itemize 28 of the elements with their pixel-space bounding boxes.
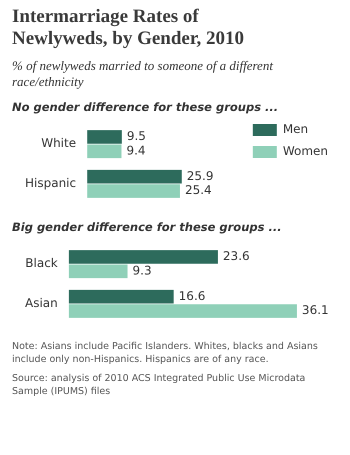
bar <box>68 250 218 264</box>
text: Big gender difference for these groups ... <box>12 220 283 234</box>
y-tick-label: White <box>41 136 76 150</box>
data-label: 9.4 <box>126 143 146 158</box>
data-label: 25.9 <box>186 168 214 183</box>
chart-subtitle: % of newlyweds married to someone of a different race/ethnicity <box>12 58 274 90</box>
text: Note: Asians include Pacific Islanders. Whites, blacks and Asians include only non-Hispanics. Hispanics are of any race. <box>12 340 319 366</box>
bar <box>87 130 122 144</box>
data-label: 36.1 <box>302 303 329 318</box>
bar <box>68 290 174 304</box>
y-tick-label: Hispanic <box>24 176 76 190</box>
bar <box>87 170 182 184</box>
data-label: 9.3 <box>132 263 152 278</box>
bar <box>87 144 122 158</box>
data-label: 23.6 <box>222 249 250 264</box>
chart-title: Intermarriage Rates of Newlyweds, by Gender, 2010 <box>12 6 246 50</box>
data-label: 9.5 <box>126 129 146 144</box>
data-label: 25.4 <box>184 183 212 198</box>
source-note: Source: analysis of 2010 ACS Integrated Public Use Microdata Sample (IPUMS) files <box>12 372 306 398</box>
y-tick-label: Black <box>25 256 58 270</box>
bar <box>68 304 297 318</box>
legend-label: Women <box>282 144 328 158</box>
y-tick-label: Asian <box>24 296 58 310</box>
bar <box>87 184 180 198</box>
text: No gender difference for these groups ... <box>12 100 280 114</box>
bar <box>68 264 128 278</box>
legend-label: Men <box>282 122 308 136</box>
data-label: 16.6 <box>178 288 206 303</box>
